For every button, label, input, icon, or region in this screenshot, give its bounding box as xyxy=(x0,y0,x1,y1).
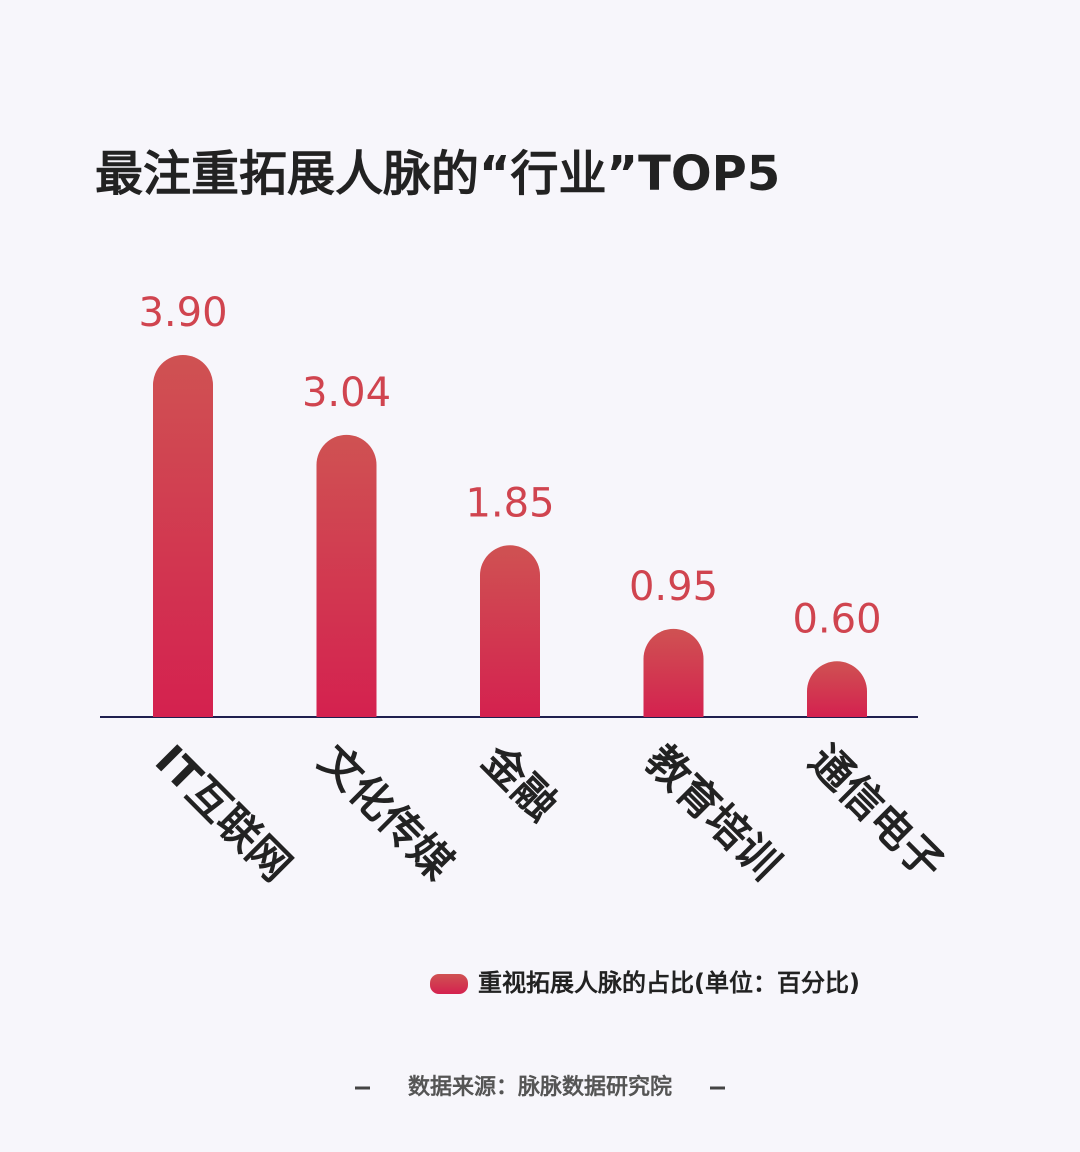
legend-swatch xyxy=(430,974,468,994)
bar xyxy=(316,434,377,717)
bar xyxy=(807,661,867,717)
value-label: 3.90 xyxy=(138,290,227,336)
value-label: 0.95 xyxy=(629,564,718,610)
source: 数据来源：脉脉数据研究院 xyxy=(408,1074,672,1100)
value-label: 3.04 xyxy=(302,370,391,416)
legend-label: 重视拓展人脉的占比(单位：百分比) xyxy=(478,969,860,997)
value-label: 1.85 xyxy=(465,480,554,526)
bar xyxy=(153,355,213,717)
bar xyxy=(643,628,704,717)
bar xyxy=(480,545,540,717)
chart-title: 最注重拓展人脉的“行业”TOP5 xyxy=(95,146,780,202)
value-label: 0.60 xyxy=(792,596,881,642)
